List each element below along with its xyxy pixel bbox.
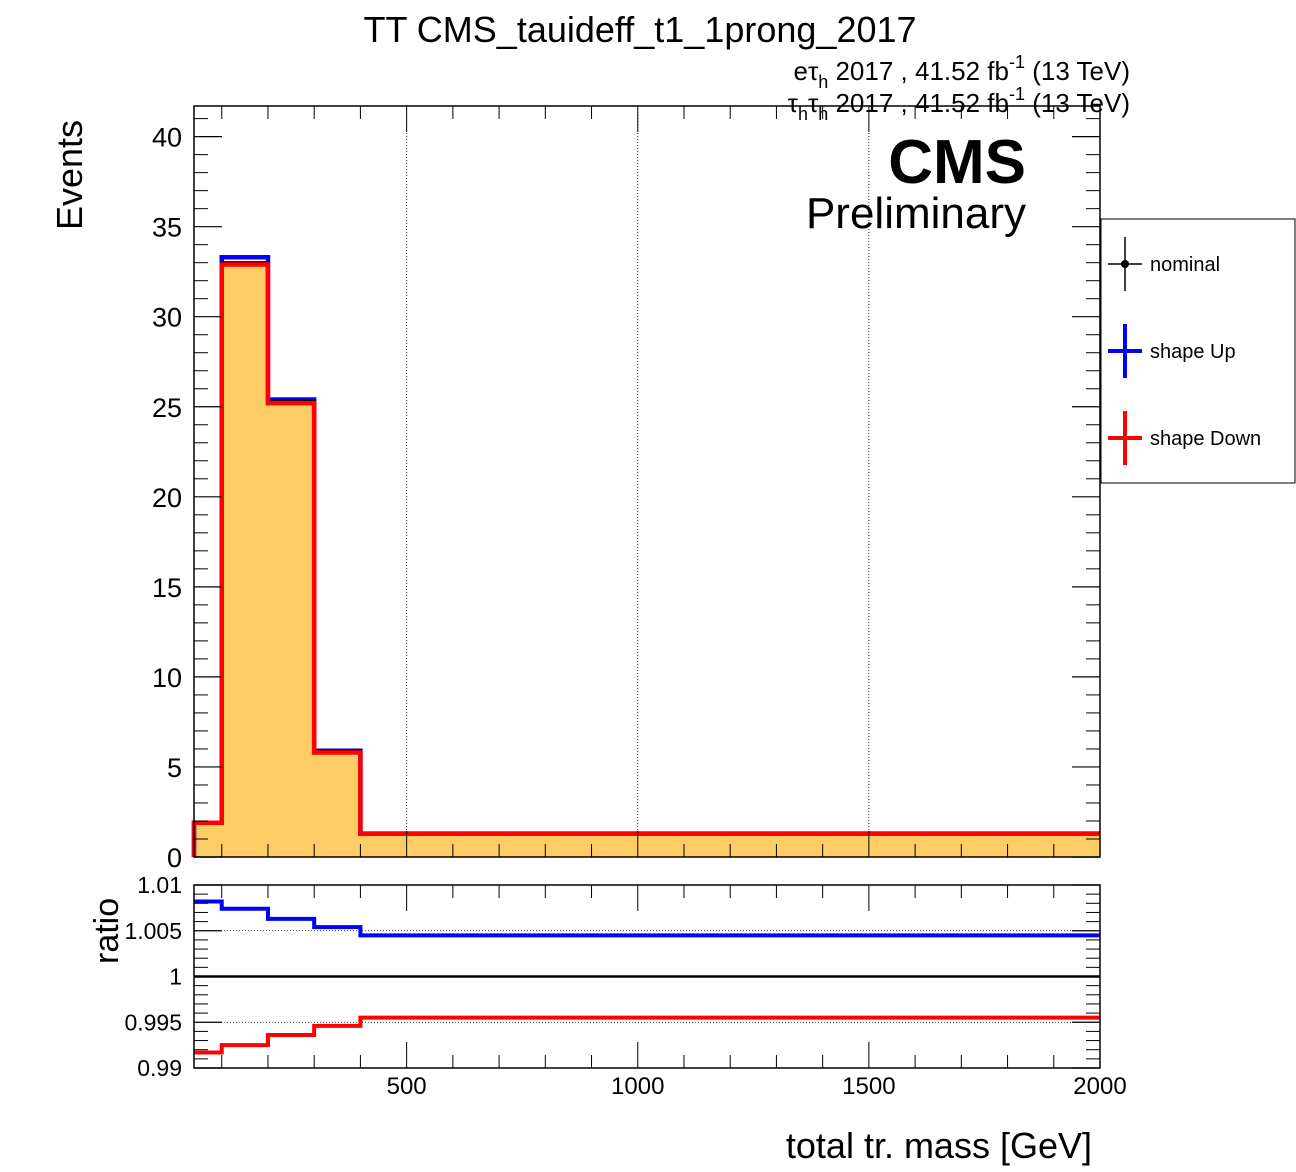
legend-marker-dot <box>1121 260 1129 268</box>
main-grid <box>406 106 870 857</box>
ratio-y-tick-label: 1.005 <box>124 918 182 944</box>
ratio-series-shape-down <box>194 1015 1100 1055</box>
ratio-series-shape-up <box>194 899 1100 938</box>
y-tick-label: 10 <box>152 663 182 693</box>
legend-label: shape Up <box>1150 341 1236 363</box>
main-fill <box>194 262 1100 857</box>
ratio-y-tick-label: 1 <box>169 964 182 990</box>
svg-text:τhτh 2017 , 41.52 fb-1 (13 TeV: τhτh 2017 , 41.52 fb-1 (13 TeV) <box>788 84 1130 124</box>
ratio-y-tick-label: 0.99 <box>137 1055 182 1081</box>
lumi-label-etau: eτh 2017 , 41.52 fb-1 (13 TeV) <box>794 52 1131 92</box>
y-tick-label: 20 <box>152 483 182 513</box>
x-tick-label: 1000 <box>611 1073 664 1100</box>
x-tick-label: 2000 <box>1073 1073 1126 1100</box>
ratio-ticks: 0.99 0.995 1 1.005 1.01 500 1000 1500 2000 <box>124 872 1126 1100</box>
main-series <box>191 255 1100 857</box>
y-tick-label: 15 <box>152 573 182 603</box>
nominal-fill <box>194 262 1100 857</box>
y-tick-label: 25 <box>152 393 182 423</box>
x-tick-label: 500 <box>387 1073 427 1100</box>
ratio-series <box>194 899 1100 1055</box>
y-tick-label: 40 <box>152 123 182 153</box>
legend-label: shape Down <box>1150 428 1261 450</box>
lumi-label-tautau: τhτh 2017 , 41.52 fb-1 (13 TeV) <box>788 84 1130 124</box>
cms-label: CMS <box>888 128 1026 197</box>
series-shape-down <box>191 262 1100 857</box>
ratio-ylabel: ratio <box>88 898 126 964</box>
legend: nominal shape Up shape Down <box>1108 237 1261 465</box>
x-tick-label: 1500 <box>842 1073 895 1100</box>
y-tick-label: 0 <box>167 843 182 873</box>
y-tick-label: 30 <box>152 303 182 333</box>
x-axis-label: total tr. mass [GeV] <box>786 1125 1092 1166</box>
ratio-y-tick-label: 1.01 <box>137 872 182 898</box>
ratio-grid <box>194 930 1100 1023</box>
y-tick-label: 5 <box>167 753 182 783</box>
main-frame <box>193 105 1101 858</box>
legend-label: nominal <box>1150 254 1220 276</box>
svg-text:eτh 2017 , 41.52 fb-1 (13 TeV): eτh 2017 , 41.52 fb-1 (13 TeV) <box>794 52 1131 92</box>
chart-title: TT CMS_tauideff_t1_1prong_2017 <box>363 9 916 50</box>
ratio-y-tick-label: 0.995 <box>124 1009 182 1035</box>
cms-sublabel: Preliminary <box>806 189 1026 238</box>
main-ylabel: Events <box>49 120 90 230</box>
y-tick-label: 35 <box>152 213 182 243</box>
main-ticks: 0 5 10 15 20 25 30 35 40 <box>152 106 1101 873</box>
